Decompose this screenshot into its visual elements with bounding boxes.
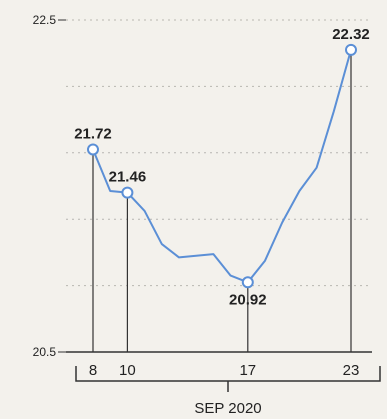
- x-tick-label: 17: [239, 362, 256, 379]
- data-label: 21.72: [74, 125, 112, 142]
- data-label: 20.92: [229, 291, 267, 308]
- series-line: [92, 49, 352, 284]
- data-point-marker: [345, 43, 357, 56]
- x-axis-caption: SEP 2020: [194, 400, 261, 417]
- series-path: [92, 49, 352, 284]
- y-tick-label: 22.5: [33, 13, 57, 27]
- data-labels: 21.72 21.46 20.92 22.32: [74, 26, 370, 308]
- y-tick-label: 20.5: [33, 345, 57, 359]
- data-markers: [87, 43, 357, 289]
- data-point-marker: [87, 143, 99, 156]
- x-tick-label: 10: [119, 362, 136, 379]
- x-tick-label: 8: [89, 362, 97, 379]
- x-tick-label: 23: [343, 362, 360, 379]
- data-point-marker: [121, 186, 134, 199]
- grid-lines: [66, 19, 372, 287]
- drop-lines: [92, 54, 352, 352]
- data-label: 21.46: [109, 169, 147, 186]
- axes: 22.5 20.5 8 10 17 23: [33, 13, 381, 392]
- data-label: 22.32: [332, 26, 370, 43]
- data-point-marker: [241, 276, 254, 289]
